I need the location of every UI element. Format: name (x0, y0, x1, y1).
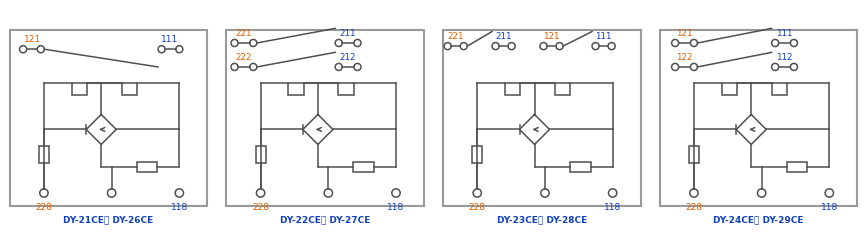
Bar (39, 146, 49, 163)
Text: 228: 228 (469, 203, 486, 212)
Text: 118: 118 (171, 203, 188, 212)
FancyBboxPatch shape (660, 30, 857, 206)
Text: DY-22CE， DY-27CE: DY-22CE， DY-27CE (280, 215, 370, 224)
Text: 121: 121 (676, 29, 693, 38)
Text: 118: 118 (388, 203, 405, 212)
Text: 111: 111 (596, 32, 612, 41)
Text: 121: 121 (24, 35, 42, 44)
Bar (505, 83, 520, 94)
Text: 228: 228 (686, 203, 702, 212)
Bar (473, 146, 482, 163)
Text: DY-21CE， DY-26CE: DY-21CE， DY-26CE (63, 215, 153, 224)
Text: 111: 111 (776, 29, 792, 38)
Text: 118: 118 (821, 203, 838, 212)
Text: 112: 112 (776, 53, 792, 62)
Bar (256, 146, 265, 163)
Text: 221: 221 (447, 32, 464, 41)
FancyBboxPatch shape (10, 30, 207, 206)
Bar (338, 83, 354, 94)
Bar (121, 83, 137, 94)
Bar (555, 83, 570, 94)
Bar (786, 162, 807, 172)
Text: DY-24CE， DY-29CE: DY-24CE， DY-29CE (714, 215, 804, 224)
Text: 222: 222 (236, 53, 252, 62)
Bar (71, 83, 88, 94)
Bar (570, 162, 590, 172)
Text: 228: 228 (252, 203, 269, 212)
Text: 221: 221 (236, 29, 252, 38)
Bar (721, 83, 737, 94)
Text: 122: 122 (676, 53, 693, 62)
Text: 211: 211 (495, 32, 512, 41)
Text: 228: 228 (36, 203, 52, 212)
Bar (288, 83, 303, 94)
Text: 211: 211 (340, 29, 356, 38)
Bar (137, 162, 158, 172)
Bar (353, 162, 375, 172)
Text: 121: 121 (544, 32, 560, 41)
Bar (689, 146, 699, 163)
Text: DY-23CE， DY-28CE: DY-23CE， DY-28CE (497, 215, 587, 224)
FancyBboxPatch shape (443, 30, 641, 206)
FancyBboxPatch shape (226, 30, 424, 206)
Text: 111: 111 (161, 35, 179, 44)
Text: 118: 118 (604, 203, 622, 212)
Text: 212: 212 (340, 53, 356, 62)
Bar (772, 83, 787, 94)
